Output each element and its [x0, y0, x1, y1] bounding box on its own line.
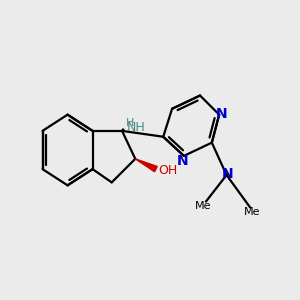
Polygon shape: [122, 129, 124, 131]
Text: H: H: [126, 118, 134, 128]
Text: Me: Me: [244, 207, 261, 217]
Text: N: N: [177, 154, 188, 168]
Text: N: N: [216, 107, 227, 121]
Text: OH: OH: [159, 164, 178, 177]
Text: N: N: [221, 167, 233, 181]
Text: Me: Me: [195, 201, 212, 211]
Polygon shape: [135, 159, 157, 172]
Text: NH: NH: [127, 121, 145, 134]
